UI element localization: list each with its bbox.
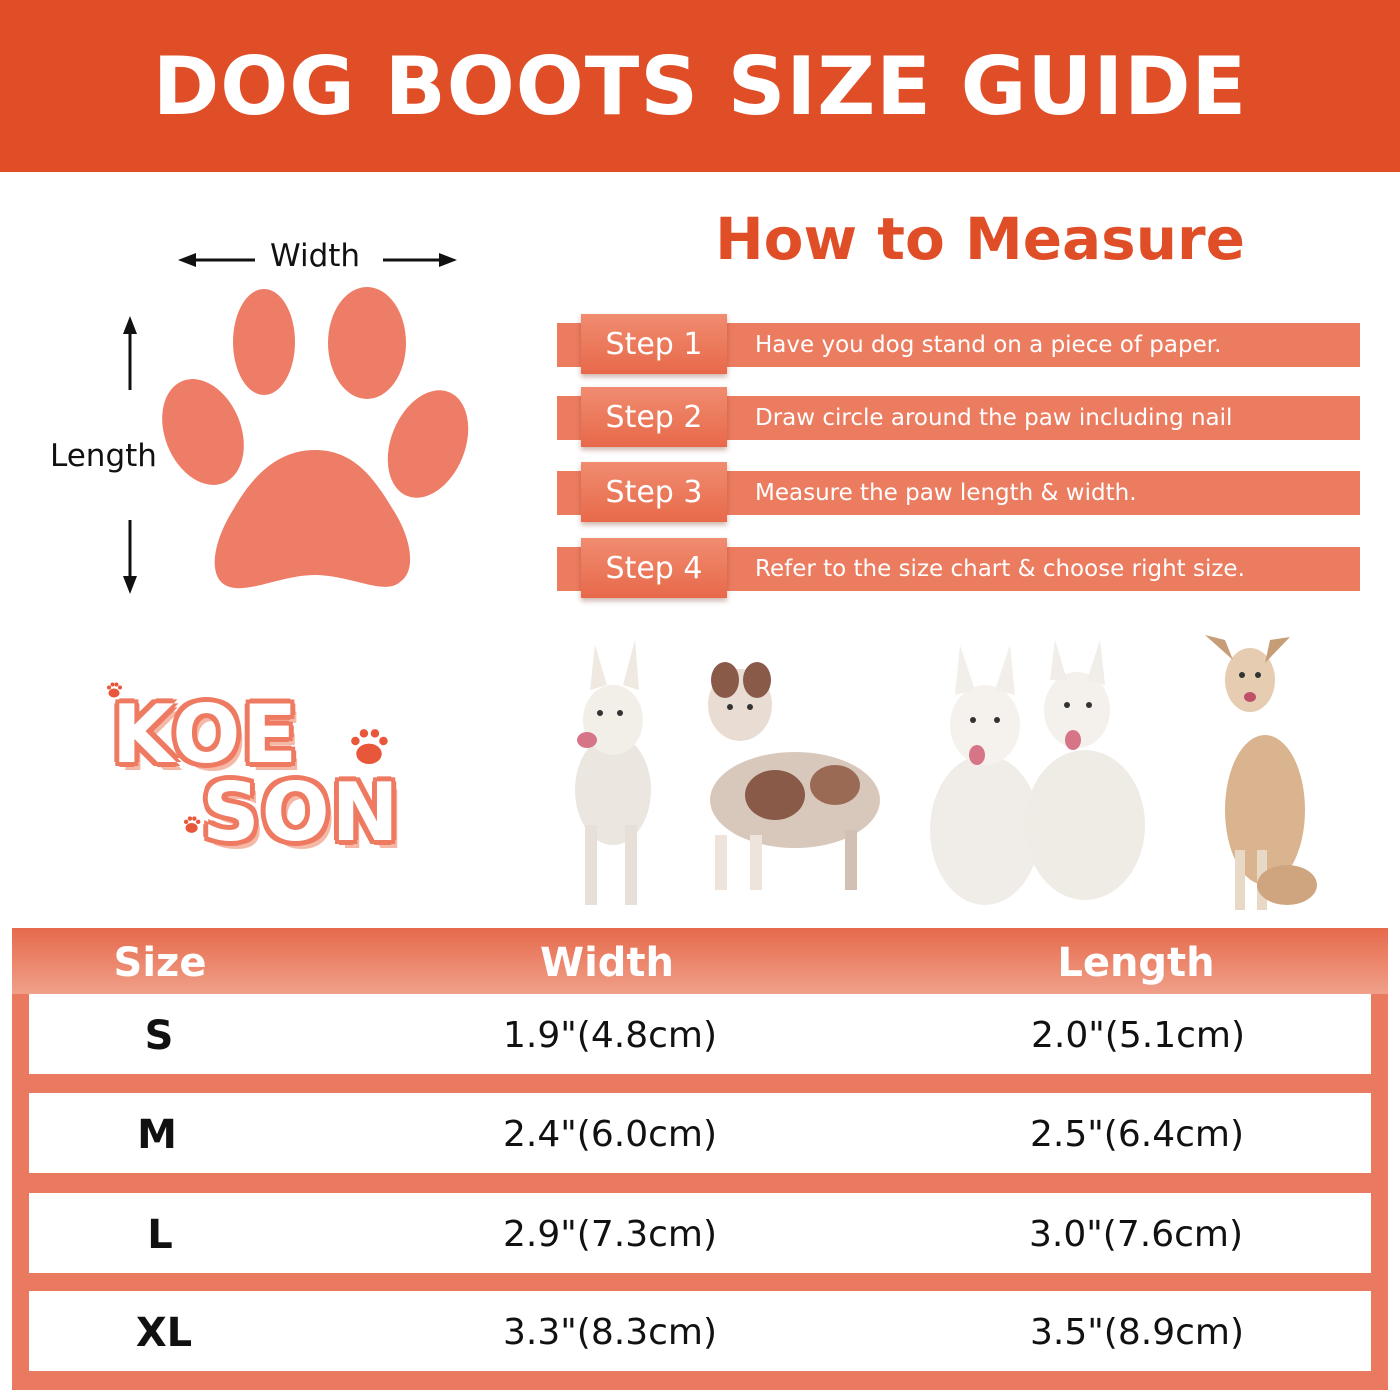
cell-length: 2.5"(6.4cm) bbox=[1029, 1114, 1244, 1155]
cell-length: 2.0"(5.1cm) bbox=[1030, 1015, 1245, 1056]
step-row-1: Step 1 Have you dog stand on a piece of … bbox=[557, 314, 1360, 374]
whippet-dog bbox=[1205, 635, 1317, 910]
table-row: S 1.9"(4.8cm) 2.0"(5.1cm) bbox=[29, 994, 1371, 1074]
logo-text-line2: SON bbox=[202, 766, 401, 859]
step-label: Step 4 bbox=[581, 538, 727, 598]
dog-photos bbox=[545, 625, 1385, 920]
length-arrowhead-down bbox=[123, 576, 137, 594]
cell-size: XL bbox=[135, 1310, 193, 1356]
cell-size: L bbox=[147, 1212, 173, 1258]
paw-illustration bbox=[123, 253, 469, 594]
width-arrowhead-left bbox=[178, 253, 196, 267]
merle-shepherd-dog bbox=[708, 662, 880, 890]
white-husky-dog bbox=[575, 640, 651, 905]
table-row: M 2.4"(6.0cm) 2.5"(6.4cm) bbox=[29, 1093, 1371, 1173]
step-label: Step 2 bbox=[581, 387, 727, 447]
length-label: Length bbox=[50, 438, 157, 474]
cell-length: 3.5"(8.9cm) bbox=[1029, 1312, 1244, 1353]
cell-length: 3.0"(7.6cm) bbox=[1028, 1214, 1243, 1255]
width-arrowhead-right bbox=[439, 253, 457, 267]
small-paw-icon-bottom bbox=[183, 816, 201, 833]
table-row: XL 3.3"(8.3cm) 3.5"(8.9cm) bbox=[29, 1291, 1371, 1371]
length-arrowhead-up bbox=[123, 316, 137, 334]
cell-width: 2.9"(7.3cm) bbox=[502, 1214, 717, 1255]
cell-size: S bbox=[144, 1013, 174, 1059]
small-paw-icon bbox=[107, 682, 122, 698]
brand-logo: KOE SON bbox=[90, 670, 410, 860]
page-title: DOG BOOTS SIZE GUIDE bbox=[152, 39, 1248, 133]
header-width: Width bbox=[539, 940, 675, 986]
cell-width: 1.9"(4.8cm) bbox=[502, 1015, 717, 1056]
step-text: Measure the paw length & width. bbox=[755, 480, 1137, 506]
cell-width: 3.3"(8.3cm) bbox=[502, 1312, 717, 1353]
step-text: Have you dog stand on a piece of paper. bbox=[755, 332, 1222, 358]
header-size: Size bbox=[113, 940, 207, 986]
table-row: L 2.9"(7.3cm) 3.0"(7.6cm) bbox=[29, 1193, 1371, 1273]
step-text: Refer to the size chart & choose right s… bbox=[755, 556, 1245, 582]
step-label: Step 1 bbox=[581, 314, 727, 374]
size-chart-table: Size Width Length S 1.9"(4.8cm) 2.0"(5.1… bbox=[12, 928, 1388, 1390]
logo-paw-decorations bbox=[107, 682, 388, 833]
how-to-measure-title: How to Measure bbox=[715, 205, 1245, 273]
step-row-4: Step 4 Refer to the size chart & choose … bbox=[557, 538, 1360, 598]
cell-width: 2.4"(6.0cm) bbox=[502, 1114, 717, 1155]
table-header: Size Width Length bbox=[12, 928, 1388, 994]
paw-icon bbox=[162, 287, 469, 589]
width-label: Width bbox=[270, 238, 361, 274]
header-length: Length bbox=[1057, 940, 1215, 986]
paw-diagram: Width Length bbox=[40, 230, 500, 610]
step-label: Step 3 bbox=[581, 462, 727, 522]
step-row-2: Step 2 Draw circle around the paw includ… bbox=[557, 387, 1360, 447]
white-shepherd-dogs bbox=[930, 640, 1145, 905]
step-row-3: Step 3 Measure the paw length & width. bbox=[557, 462, 1360, 522]
dog-breeds-image bbox=[575, 635, 1317, 910]
large-paw-icon bbox=[351, 729, 388, 764]
step-text: Draw circle around the paw including nai… bbox=[755, 405, 1233, 431]
cell-size: M bbox=[137, 1112, 177, 1158]
logo-text-line1: KOE bbox=[112, 688, 300, 781]
header-banner: DOG BOOTS SIZE GUIDE bbox=[0, 0, 1400, 172]
